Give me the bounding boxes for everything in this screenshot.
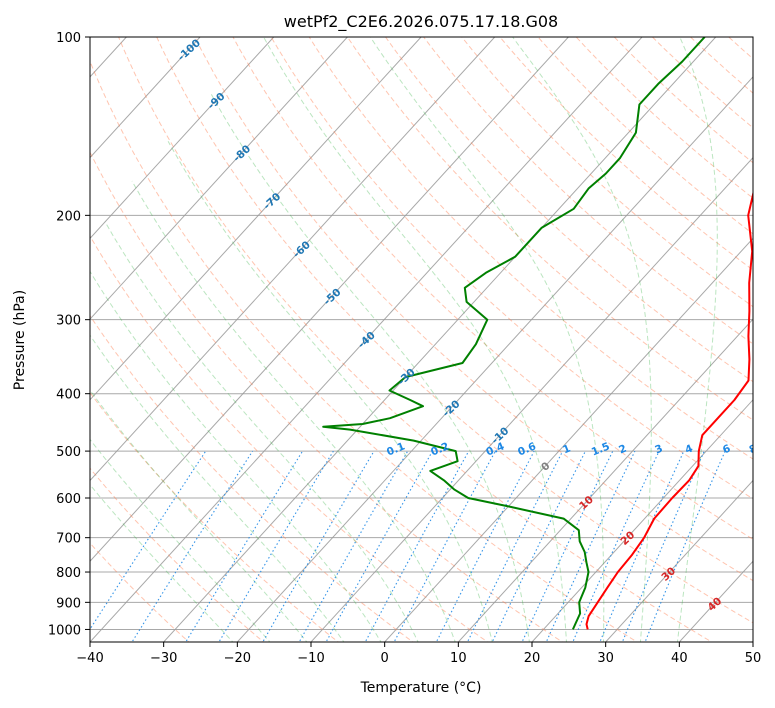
mixing-ratio-label: 2	[617, 443, 628, 457]
dry-adiabat	[90, 60, 638, 642]
dry-adiabat	[270, 37, 753, 500]
y-tick-label: 600	[56, 492, 81, 507]
temperature-profile	[585, 190, 753, 630]
mixing-ratio-line	[90, 450, 207, 631]
moist-adiabat	[369, 37, 605, 642]
dry-adiabat	[422, 37, 753, 345]
mixing-ratio-line	[521, 450, 614, 642]
x-tick-label: −30	[150, 651, 177, 666]
y-tick-label: 800	[56, 566, 81, 581]
mixing-ratio-line	[621, 450, 705, 642]
mixing-ratio-line	[185, 450, 304, 642]
y-tick-label: 400	[56, 388, 81, 403]
mixing-ratio-line	[364, 450, 470, 642]
x-tick-label: 20	[524, 651, 541, 666]
isotherm-line	[90, 37, 643, 642]
moist-adiabat	[90, 334, 345, 642]
background-lines	[90, 37, 753, 642]
dry-adiabat	[461, 37, 753, 308]
dry-adiabat	[90, 314, 414, 642]
dry-adiabat	[118, 37, 713, 642]
mixing-ratio-labels: 0.10.20.40.611.52346810131620253036	[385, 440, 759, 458]
isotherm-line	[457, 318, 753, 642]
mixing-ratio-label: 4	[683, 443, 694, 457]
mixing-ratio-label: 3	[653, 443, 664, 457]
moist-adiabat	[131, 180, 456, 642]
mixing-ratio-line	[262, 450, 375, 642]
sounding-profiles	[322, 37, 753, 630]
moist-adiabat	[104, 221, 419, 642]
isotherm-line	[90, 37, 422, 401]
mixing-ratio-label: 1	[561, 443, 572, 457]
x-tick-label: 0	[381, 651, 389, 666]
x-tick-label: 30	[597, 651, 614, 666]
mixing-ratio-line	[131, 450, 254, 642]
moist-adiabat	[512, 37, 652, 642]
moist-adiabat	[90, 438, 271, 642]
plot-frame	[89, 36, 754, 643]
y-tick-label: 100	[56, 31, 81, 46]
moist-adiabat	[167, 141, 493, 642]
dry-adiabat	[308, 37, 753, 460]
isotherm-line	[236, 76, 753, 642]
x-tick-label: −40	[76, 651, 103, 666]
x-tick-label: 10	[450, 651, 467, 666]
mixing-ratio-line	[435, 450, 535, 642]
dry-adiabat	[90, 467, 265, 642]
mixing-ratio-label: 6	[721, 442, 732, 456]
dry-adiabat	[90, 151, 564, 642]
x-tick-label: −10	[297, 651, 324, 666]
moist-adiabat	[90, 389, 308, 642]
x-tick-label: 40	[671, 651, 688, 666]
isotherm-line	[90, 37, 201, 159]
dry-adiabat	[346, 37, 753, 421]
y-axis-title: Pressure (hPa)	[12, 290, 28, 390]
chart-title: wetPf2_C2E6.2026.075.17.18.G08	[284, 12, 558, 32]
x-tick-label: −20	[224, 651, 251, 666]
y-tick-label: 700	[56, 532, 81, 547]
y-tick-label: 200	[56, 209, 81, 224]
moist-adiabat	[263, 37, 567, 642]
mixing-ratio-line	[393, 450, 496, 642]
isotherm-line	[531, 399, 753, 642]
isotherm-line	[90, 37, 275, 240]
y-tick-label: 300	[56, 314, 81, 329]
x-tick-label: 50	[745, 651, 762, 666]
mixing-ratio-line	[545, 450, 636, 642]
dewpoint-profile	[322, 37, 706, 630]
moist-adiabat	[90, 483, 234, 642]
y-tick-label: 1000	[48, 623, 81, 638]
mixing-ratio-line	[644, 450, 726, 642]
dry-adiabat	[90, 391, 340, 642]
dry-adiabat	[90, 235, 489, 642]
y-tick-label: 900	[56, 596, 81, 611]
x-axis-title: Temperature (°C)	[360, 680, 482, 696]
dry-adiabat	[232, 37, 753, 540]
mixing-ratio-label: 8	[748, 443, 759, 457]
y-axis: 1000 900 800 700 600 500 400 300 200 100	[48, 31, 90, 638]
moist-adiabat	[90, 270, 382, 642]
dry-adiabat	[156, 37, 753, 624]
grid-lines	[90, 37, 753, 642]
isotherm-line	[605, 479, 753, 642]
isotherm-line	[310, 156, 753, 642]
isotherm-line	[163, 37, 717, 642]
isotherm-line	[90, 37, 348, 320]
moist-adiabat	[676, 37, 718, 642]
moist-adiabat	[210, 94, 530, 642]
isotherm-line	[90, 37, 496, 482]
isotherm-line	[384, 237, 753, 642]
y-tick-label: 500	[56, 445, 81, 460]
dry-adiabat	[194, 37, 753, 582]
isotherm-line	[90, 37, 569, 563]
x-axis: −40 −30 −20 −10 0 10 20 30 40 50	[76, 642, 761, 666]
